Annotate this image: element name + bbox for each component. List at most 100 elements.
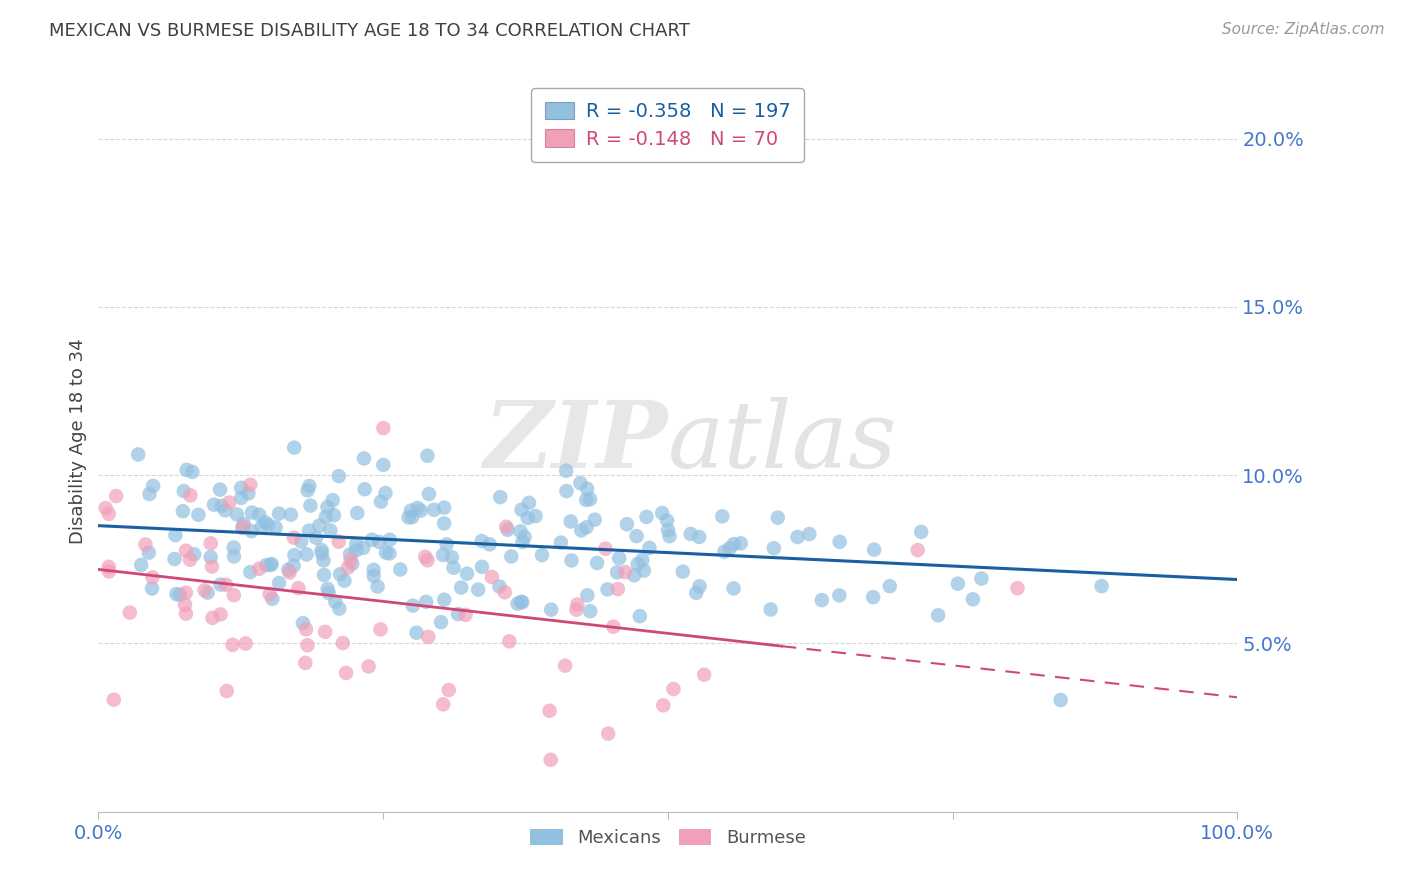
Point <box>235 636 257 650</box>
Point <box>569 476 592 491</box>
Point <box>443 561 465 575</box>
Point <box>367 580 389 594</box>
Point <box>239 565 262 579</box>
Point <box>946 576 969 591</box>
Point <box>555 464 578 478</box>
Point <box>550 535 572 549</box>
Point <box>328 469 350 483</box>
Point <box>368 535 391 549</box>
Point <box>540 753 562 767</box>
Point <box>280 508 302 522</box>
Point <box>454 607 477 622</box>
Point <box>138 487 160 501</box>
Point <box>579 604 602 618</box>
Point <box>370 623 392 637</box>
Point <box>652 698 675 713</box>
Point <box>596 582 619 597</box>
Point <box>576 588 599 602</box>
Point <box>927 608 949 623</box>
Point <box>169 588 191 602</box>
Point <box>318 586 340 600</box>
Point <box>569 524 592 538</box>
Point <box>215 578 238 592</box>
Point <box>221 638 243 652</box>
Point <box>628 609 651 624</box>
Point <box>174 586 197 600</box>
Point <box>127 447 149 461</box>
Point <box>231 481 253 495</box>
Point <box>342 557 364 571</box>
Point <box>1007 581 1029 595</box>
Point <box>295 548 318 562</box>
Point <box>311 543 333 558</box>
Point <box>583 513 606 527</box>
Point <box>240 524 263 538</box>
Point <box>488 580 510 594</box>
Point <box>401 510 423 524</box>
Y-axis label: Disability Age 18 to 34: Disability Age 18 to 34 <box>69 339 87 544</box>
Point <box>138 546 160 560</box>
Point <box>197 585 219 599</box>
Point <box>962 592 984 607</box>
Text: Source: ZipAtlas.com: Source: ZipAtlas.com <box>1222 22 1385 37</box>
Point <box>530 548 553 562</box>
Point <box>165 528 187 542</box>
Point <box>595 541 617 556</box>
Point <box>283 441 305 455</box>
Point <box>423 503 446 517</box>
Point <box>657 523 679 537</box>
Point <box>509 524 531 539</box>
Point <box>329 567 352 582</box>
Point <box>222 549 245 564</box>
Point <box>328 534 350 549</box>
Point <box>433 500 456 515</box>
Point <box>260 557 283 571</box>
Point <box>489 490 512 504</box>
Point <box>416 449 439 463</box>
Point <box>693 667 716 681</box>
Point <box>232 519 254 533</box>
Point <box>344 543 367 558</box>
Point <box>105 489 128 503</box>
Point <box>174 607 197 621</box>
Point <box>418 630 440 644</box>
Point <box>910 524 932 539</box>
Point <box>200 536 222 550</box>
Point <box>97 565 120 579</box>
Point <box>319 524 342 538</box>
Point <box>374 486 396 500</box>
Point <box>201 559 224 574</box>
Point <box>141 570 163 584</box>
Point <box>174 598 197 612</box>
Point <box>413 549 436 564</box>
Point <box>295 622 318 636</box>
Point <box>118 606 141 620</box>
Text: ZIP: ZIP <box>484 397 668 486</box>
Point <box>633 564 655 578</box>
Point <box>433 516 456 531</box>
Point <box>498 634 520 648</box>
Point <box>238 486 260 500</box>
Point <box>614 565 637 579</box>
Point <box>200 550 222 565</box>
Point <box>335 665 357 680</box>
Point <box>298 479 321 493</box>
Point <box>799 527 821 541</box>
Point <box>879 579 901 593</box>
Point <box>294 656 316 670</box>
Point <box>183 547 205 561</box>
Point <box>336 560 359 574</box>
Point <box>209 577 232 591</box>
Point <box>305 531 328 545</box>
Point <box>129 558 152 572</box>
Point <box>316 582 339 596</box>
Point <box>415 595 437 609</box>
Point <box>586 556 609 570</box>
Point <box>209 483 232 497</box>
Point <box>658 529 681 543</box>
Point <box>283 531 305 545</box>
Point <box>606 566 628 580</box>
Point <box>626 529 648 543</box>
Point <box>165 587 187 601</box>
Point <box>538 704 561 718</box>
